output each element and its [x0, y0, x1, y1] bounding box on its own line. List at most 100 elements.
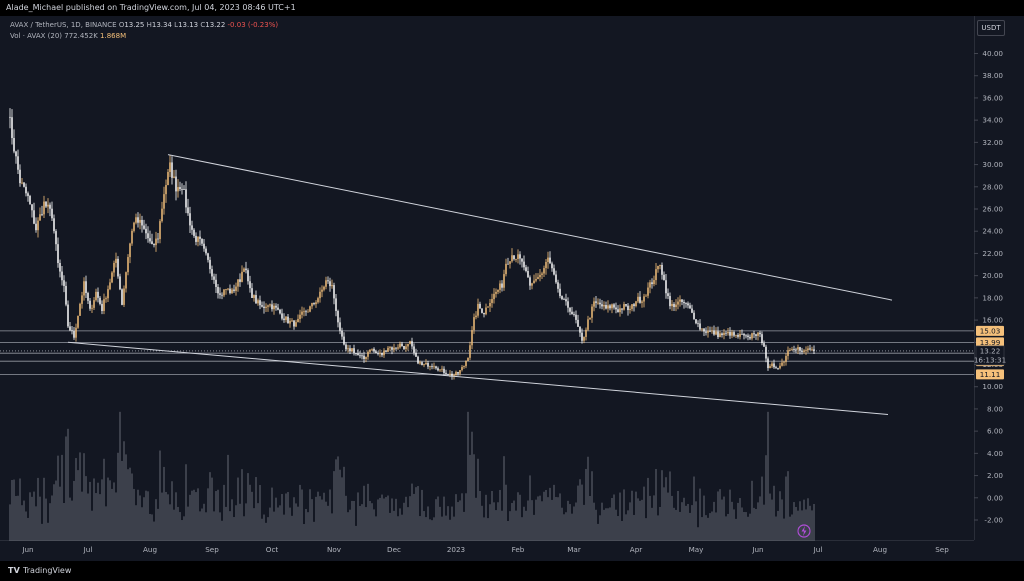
candle-body [759, 332, 761, 335]
candle [315, 300, 317, 308]
candle-body [705, 331, 707, 333]
currency-button[interactable]: USDT [977, 20, 1005, 36]
volume-bar [755, 509, 757, 541]
time-axis[interactable]: Jun Jul Aug Sep Oct Nov Dec 2023 Feb Mar Apr May Jun… [21, 545, 949, 554]
candle [147, 226, 149, 243]
price-tag-label: 13.99 [980, 338, 1001, 347]
candle-body [775, 367, 777, 369]
candle-body [93, 300, 95, 308]
volume-bar [563, 514, 565, 541]
candle [385, 350, 387, 353]
candle [335, 293, 337, 317]
volume-bar [555, 497, 557, 541]
price-axis[interactable]: 40.00 38.00 36.00 34.00 32.00 30.00 28.00 26.00… [974, 49, 1003, 525]
candle [639, 291, 641, 304]
volume-bar [429, 519, 431, 541]
candle [187, 198, 189, 216]
volume-bar [147, 491, 149, 541]
candle-body [9, 116, 11, 118]
candle [811, 346, 813, 352]
candle [137, 212, 139, 228]
volume-bar [389, 512, 391, 541]
candle [445, 369, 447, 376]
candle-body [451, 373, 453, 377]
candle-body [391, 347, 393, 350]
candle [689, 302, 691, 309]
volume-label[interactable]: Vol · AVAX (20) [10, 32, 63, 40]
volume-bar [379, 497, 381, 541]
volume-bar [329, 489, 331, 541]
volume-bar [725, 516, 727, 541]
candle-body [325, 280, 327, 287]
volume-bar [123, 441, 125, 541]
candle-body [811, 349, 813, 351]
volume-bar [23, 500, 25, 541]
volume-bar [129, 467, 131, 541]
candle-body [213, 276, 215, 280]
candle [29, 194, 31, 205]
price-chart[interactable]: 40.00 38.00 36.00 34.00 32.00 30.00 28.00 26.00… [0, 16, 1024, 561]
candle-body [253, 295, 255, 298]
volume-bar [29, 492, 31, 541]
candle-body [357, 353, 359, 356]
candle-body [673, 303, 675, 308]
candle [777, 367, 779, 371]
price-tick-label: 6.00 [987, 427, 1003, 436]
candle-body [595, 301, 597, 303]
volume-bar [689, 512, 691, 541]
lightning-icon[interactable] [797, 524, 811, 538]
volume-bar [493, 502, 495, 541]
candle [635, 300, 637, 308]
candle-body [147, 233, 149, 239]
volume-bar [521, 517, 523, 541]
candle-body [803, 350, 805, 352]
candle-body [167, 171, 169, 186]
volume-bar [43, 477, 45, 541]
candle-body [361, 355, 363, 357]
volume-bar [327, 505, 329, 541]
volume-bar [251, 491, 253, 541]
volume-bar [739, 498, 741, 541]
volume-bar [759, 496, 761, 541]
candle-body [663, 274, 665, 281]
candle-body [573, 314, 575, 315]
candle [429, 365, 431, 371]
volume-bar [293, 497, 295, 541]
volume-bar [683, 497, 685, 541]
candle [773, 359, 775, 369]
candle [787, 346, 789, 360]
symbol-name[interactable]: AVAX / TetherUS, 1D, BINANCE [10, 21, 117, 29]
candle [19, 164, 21, 187]
candle [473, 313, 475, 334]
candle-body [631, 304, 633, 309]
volume-bar [83, 453, 85, 541]
candle-body [471, 330, 473, 346]
volume-bar [371, 503, 373, 541]
candle-body [283, 318, 285, 320]
candle [407, 343, 409, 351]
volume-bar [357, 492, 359, 541]
candle [85, 275, 87, 299]
volume-bar [751, 480, 753, 541]
candle-body [565, 299, 567, 302]
volume-bar [777, 510, 779, 541]
candle [747, 333, 749, 341]
candle-body [323, 286, 325, 290]
candle-body [801, 350, 803, 352]
volume-bar [715, 512, 717, 541]
volume-bar [173, 509, 175, 541]
candle-body [655, 269, 657, 281]
candle-body [399, 343, 401, 348]
candle [223, 289, 225, 298]
volume-bar [135, 505, 137, 541]
volume-bar [157, 508, 159, 541]
volume-bar [573, 506, 575, 541]
volume-bar [467, 411, 469, 541]
candle [391, 346, 393, 355]
candle-body [689, 305, 691, 309]
candle-body [41, 214, 43, 216]
volume-bar [769, 493, 771, 541]
candle-body [43, 201, 45, 215]
price-tick-label: 28.00 [982, 182, 1003, 191]
candle [641, 300, 643, 308]
